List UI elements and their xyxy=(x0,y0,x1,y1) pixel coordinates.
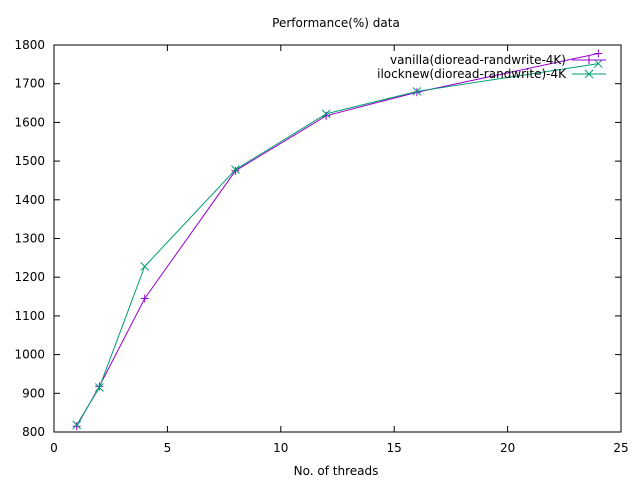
y-tick-label: 1200 xyxy=(14,270,45,284)
y-tick-label: 900 xyxy=(22,386,45,400)
data-point-series-2 xyxy=(72,420,82,430)
y-tick-label: 1000 xyxy=(14,348,45,362)
series-line-1 xyxy=(76,53,599,427)
data-point-series-1 xyxy=(72,422,81,431)
y-axis-ticks: 800 900 1000 1100 1200 1300 1400 1500 1600 1700 18… xyxy=(14,38,621,439)
data-point-series-1 xyxy=(140,294,149,303)
data-point-series-2 xyxy=(412,87,422,96)
legend-label-1: vanilla(dioread-randwrite-4K) xyxy=(390,53,566,67)
x-tick-label: 25 xyxy=(613,441,628,455)
x-axis-ticks: 0 5 10 15 20 25 xyxy=(50,45,629,455)
series-layer xyxy=(72,49,603,431)
x-tick-label: 15 xyxy=(387,441,402,455)
y-tick-label: 1500 xyxy=(14,154,45,168)
data-point-series-2 xyxy=(321,109,331,119)
data-point-series-2 xyxy=(140,262,150,271)
legend-marker-1 xyxy=(585,56,593,64)
data-point-series-1 xyxy=(231,166,240,175)
legend: vanilla(dioread-randwrite-4K)ilocknew(di… xyxy=(377,53,606,81)
legend-label-2: ilocknew(dioread-randwrite)-4K xyxy=(377,67,567,81)
x-tick-label: 5 xyxy=(164,441,172,455)
data-point-series-2 xyxy=(231,165,240,174)
y-tick-label: 1100 xyxy=(14,309,45,323)
x-axis-label: No. of threads xyxy=(294,464,379,478)
y-tick-label: 1300 xyxy=(14,232,45,246)
x-tick-label: 20 xyxy=(500,441,515,455)
x-tick-label: 10 xyxy=(273,441,288,455)
y-tick-label: 1700 xyxy=(14,77,45,91)
data-point-series-1 xyxy=(594,49,603,58)
y-tick-label: 1400 xyxy=(14,193,45,207)
x-tick-label: 0 xyxy=(50,441,58,455)
data-point-series-2 xyxy=(593,59,603,68)
chart-title: Performance(%) data xyxy=(272,16,400,30)
legend-marker-2 xyxy=(584,69,594,79)
y-tick-label: 800 xyxy=(22,425,45,439)
y-tick-label: 1600 xyxy=(14,115,45,129)
series-line-2 xyxy=(76,63,599,426)
plot-frame xyxy=(53,44,622,433)
data-point-series-2 xyxy=(95,383,104,392)
y-tick-label: 1800 xyxy=(14,38,45,52)
